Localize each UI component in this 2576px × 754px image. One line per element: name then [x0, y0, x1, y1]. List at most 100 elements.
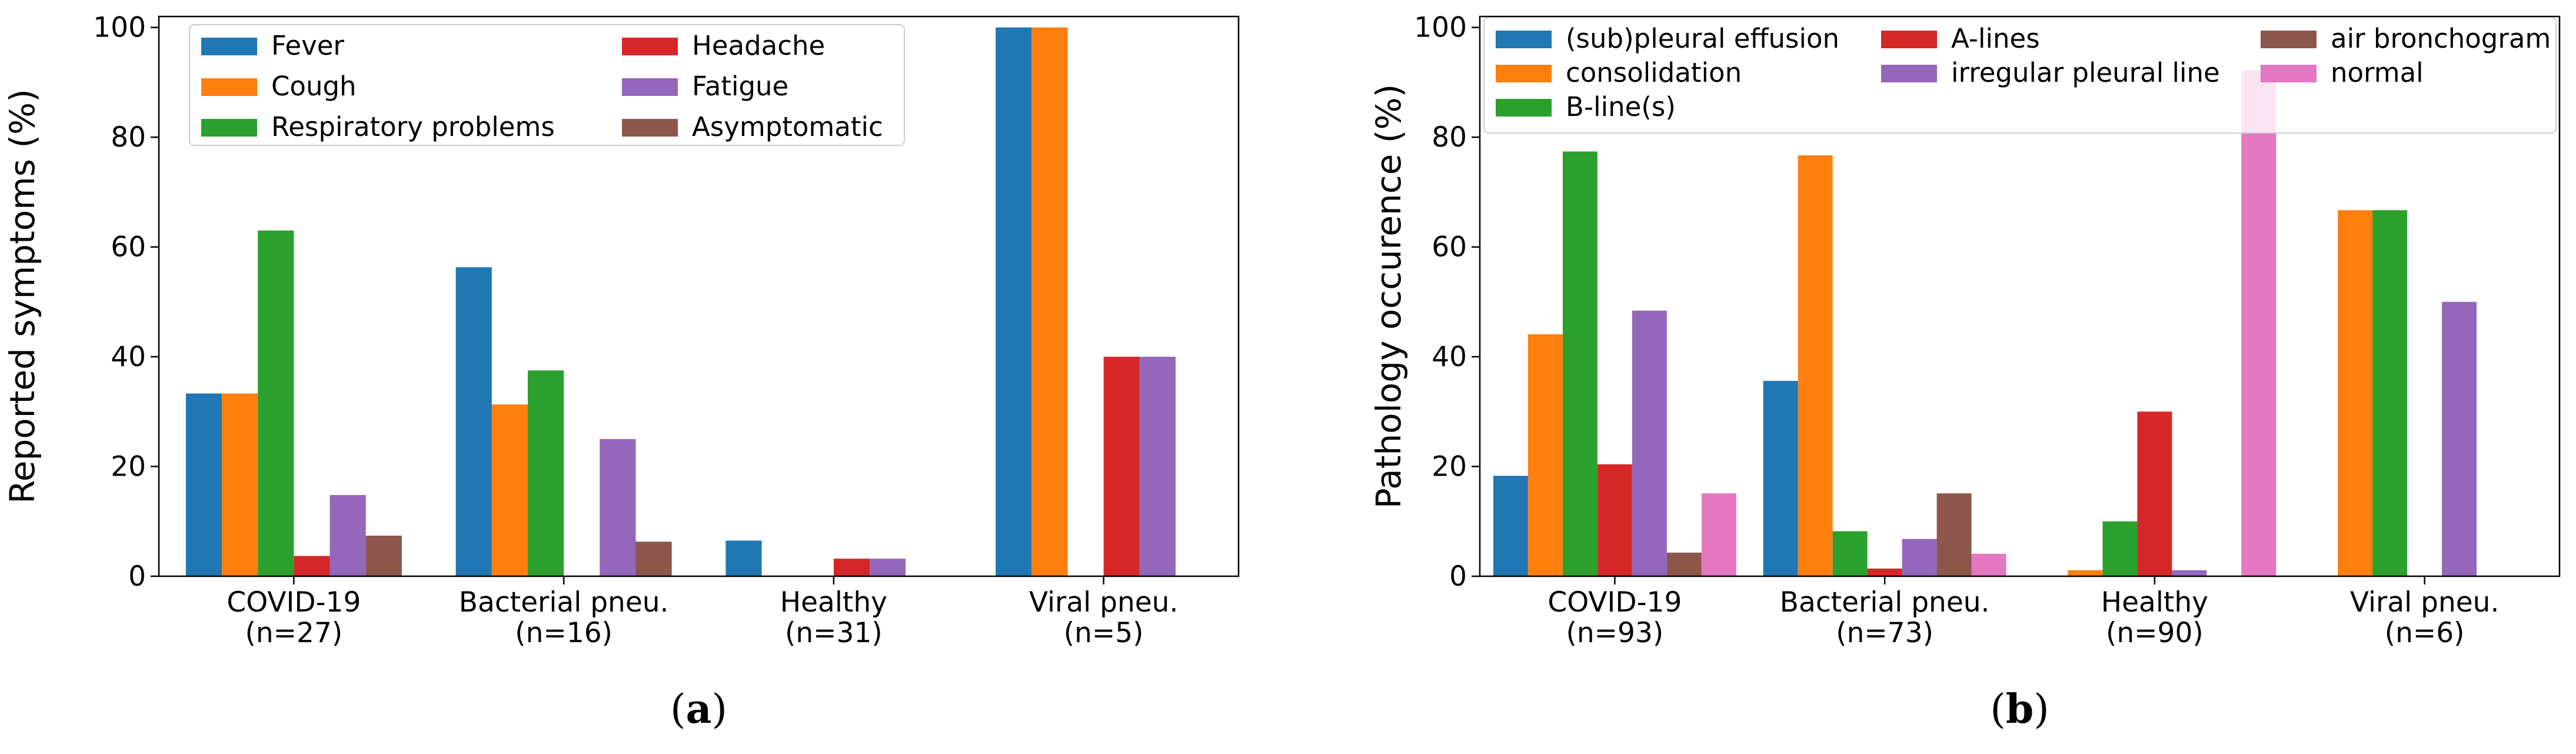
chart-a-bar-cough-1 [491, 404, 528, 576]
chart-b-xtick-count: (n=90) [2106, 617, 2204, 649]
chart-b-legend-label: air bronchogram [2331, 23, 2551, 54]
chart-b-bar-sub-pleural-effusion-0 [1493, 476, 1528, 576]
chart-a-xtick-count: (n=5) [1064, 617, 1144, 649]
chart-b-caption-letter: b [2006, 686, 2034, 733]
chart-b-ytick-label: 80 [1432, 121, 1467, 154]
chart-b-bar-b-line-s-1 [1832, 531, 1868, 576]
chart-a-bar-fatigue-0 [330, 495, 366, 576]
chart-b-ytick-label: 0 [1449, 560, 1467, 593]
chart-a-legend-swatch [622, 38, 678, 55]
chart-b-legend-swatch [1496, 99, 1552, 117]
chart-b-legend-label: B-line(s) [1566, 91, 1676, 122]
chart-a-ytick-label: 40 [111, 341, 146, 373]
chart-b-bar-irregular-pleural-line-3 [2442, 301, 2477, 576]
chart-a-symptoms: 0 20 40 60 80 100 COVID-19(n=27) Bacterial pneu… [2, 12, 1240, 733]
chart-b-bar-irregular-pleural-line-1 [1902, 539, 1937, 576]
chart-a-legend-swatch [622, 78, 678, 96]
chart-b-bar-normal-1 [1971, 553, 2006, 576]
chart-b-ytick-label: 60 [1432, 231, 1467, 264]
chart-a-bar-fever-2 [725, 540, 762, 576]
chart-b-bar-consolidation-1 [1798, 155, 1833, 576]
chart-b-ytick-label: 20 [1432, 451, 1467, 483]
chart-a-caption-open: ( [670, 686, 686, 733]
chart-a-ytick-label: 80 [111, 121, 146, 154]
chart-b-ytick-label: 100 [1414, 12, 1467, 44]
chart-a-bar-asymptomatic-1 [635, 542, 672, 576]
chart-b-pathology: 0 20 40 60 80 100 COVID-19(n=93) Bacterial pneu… [1369, 12, 2561, 733]
chart-b-bar-b-line-s-3 [2372, 210, 2408, 576]
chart-a-bar-cough-3 [1031, 27, 1068, 576]
chart-b-legend-label: (sub)pleural effusion [1566, 23, 1839, 54]
chart-b-legend-label: A-lines [1951, 23, 2040, 54]
chart-b-legend-label: irregular pleural line [1951, 57, 2220, 88]
chart-a-xtick-count: (n=27) [245, 617, 343, 649]
chart-b-bar-b-line-s-0 [1562, 151, 1597, 576]
chart-a-bar-respiratory-problems-0 [258, 230, 294, 576]
chart-b-bar-irregular-pleural-line-0 [1632, 310, 1667, 576]
chart-a-caption: (a) [670, 686, 727, 733]
chart-b-xtick-count: (n=73) [1836, 617, 1933, 649]
chart-a-bar-asymptomatic-0 [365, 536, 402, 576]
chart-a-xtick-label: Viral pneu. [1029, 586, 1179, 619]
chart-b-ytick-label: 40 [1432, 341, 1467, 373]
chart-b-bar-a-lines-1 [1867, 568, 1902, 576]
chart-a-bar-headache-0 [294, 556, 330, 576]
chart-a-axes-frame [158, 15, 1240, 577]
chart-a-legend-label: Fever [271, 30, 344, 61]
chart-a-legend-label: Fatigue [692, 71, 788, 102]
chart-b-bar-consolidation-3 [2338, 210, 2373, 576]
chart-b-bar-b-line-s-2 [2102, 521, 2138, 576]
chart-a-xtick-label: COVID-19 [227, 586, 361, 619]
chart-a-legend-swatch [201, 38, 257, 55]
chart-b-xtick-count: (n=6) [2385, 617, 2465, 649]
chart-b-legend-swatch [1881, 31, 1937, 48]
chart-a-bar-headache-2 [833, 559, 870, 576]
chart-b-legend-swatch [2261, 65, 2317, 82]
chart-a-ytick-label: 100 [93, 12, 146, 44]
chart-a-bar-respiratory-problems-1 [527, 370, 564, 576]
chart-a-ytick-label: 0 [128, 560, 146, 593]
chart-a-caption-letter: a [685, 686, 711, 733]
chart-b-legend-swatch [1496, 31, 1552, 48]
chart-b-legend-swatch [1881, 65, 1937, 82]
chart-b-ylabel: Pathology occurence (%) [1369, 84, 1409, 509]
chart-a-legend-label: Headache [692, 30, 825, 61]
chart-b-bar-a-lines-0 [1597, 464, 1632, 576]
chart-a-xtick-count: (n=31) [785, 617, 883, 649]
chart-b-caption: (b) [1990, 686, 2049, 733]
chart-b-legend-label: normal [2331, 57, 2424, 88]
chart-a-ytick-label: 20 [111, 451, 146, 483]
chart-b-bar-normal-0 [1701, 493, 1736, 576]
chart-b-legend-label: consolidation [1566, 57, 1742, 88]
chart-a-ytick-label: 60 [111, 231, 146, 264]
chart-a-legend-label: Cough [271, 71, 357, 102]
chart-a-bar-fatigue-2 [870, 559, 906, 576]
chart-b-bar-a-lines-2 [2137, 411, 2172, 576]
chart-a-legend-box [189, 24, 905, 146]
chart-b-bar-air-bronchogram-0 [1666, 552, 1702, 576]
chart-a-bar-cough-0 [222, 393, 258, 576]
chart-b-xtick-count: (n=93) [1566, 617, 1664, 649]
chart-a-ylabel: Reported symptoms (%) [2, 89, 42, 504]
chart-b-xtick-label: COVID-19 [1547, 586, 1682, 619]
chart-a-caption-close: ) [712, 686, 728, 733]
chart-a-bar-fever-1 [455, 267, 492, 577]
chart-b-caption-open: ( [1990, 686, 2006, 733]
chart-b-bar-normal-2 [2241, 70, 2277, 577]
chart-a-legend-label: Respiratory problems [271, 111, 555, 142]
chart-b-axes-frame [1479, 15, 2561, 577]
chart-a-legend-label: Asymptomatic [692, 111, 883, 142]
chart-a-xtick-label: Bacterial pneu. [459, 586, 669, 619]
chart-b-xtick-label: Bacterial pneu. [1780, 586, 1990, 619]
chart-a-legend-swatch [201, 119, 257, 137]
chart-a-bar-fatigue-3 [1139, 357, 1176, 576]
chart-a-legend-swatch [622, 119, 678, 137]
chart-b-legend-swatch [2261, 31, 2317, 48]
chart-b-legend-swatch [1496, 65, 1552, 82]
chart-a-xtick-count: (n=16) [515, 617, 613, 649]
chart-b-bar-sub-pleural-effusion-1 [1763, 381, 1798, 576]
chart-a-xtick-label: Healthy [780, 586, 887, 619]
chart-b-bar-consolidation-0 [1527, 334, 1563, 576]
chart-a-bar-fatigue-1 [600, 439, 636, 576]
chart-b-caption-close: ) [2033, 686, 2049, 733]
